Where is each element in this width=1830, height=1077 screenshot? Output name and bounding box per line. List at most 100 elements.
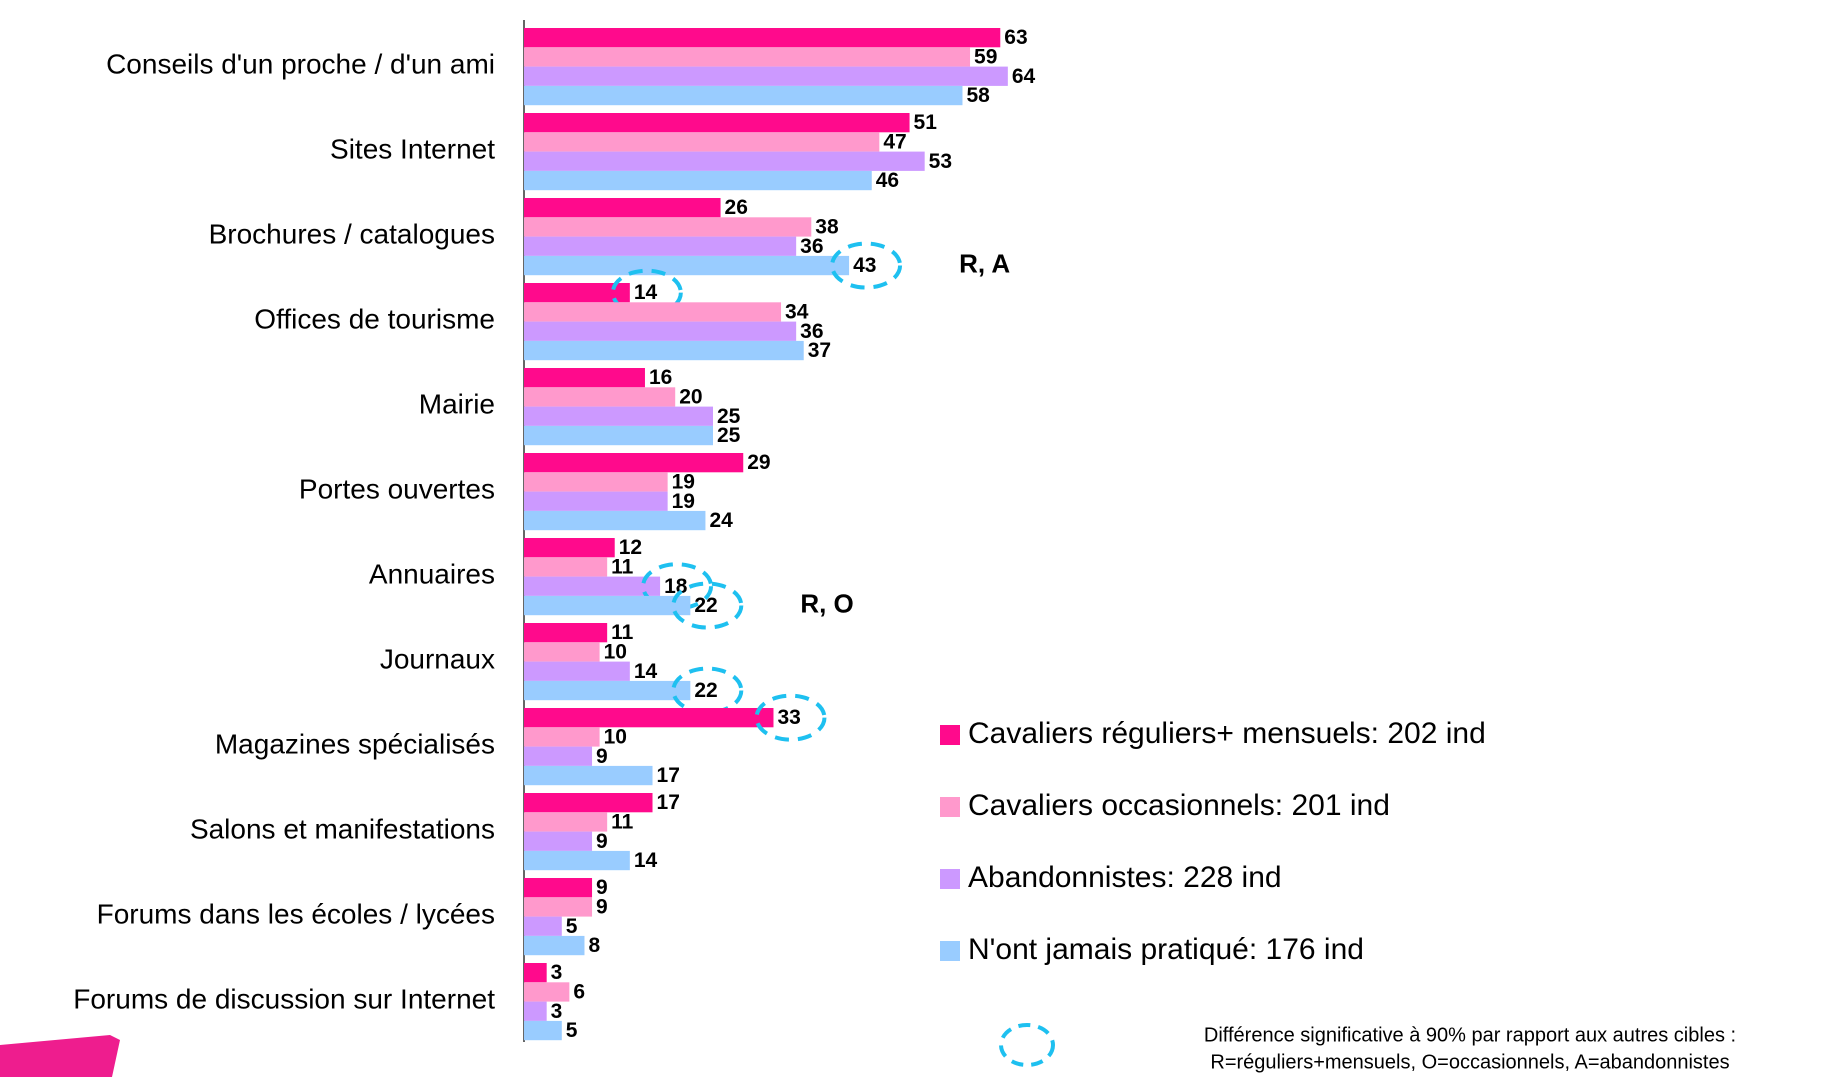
data-label: 36	[800, 320, 823, 343]
category-label: Journaux	[380, 643, 495, 674]
data-label: 10	[604, 640, 627, 663]
data-label: 22	[694, 679, 717, 702]
bar	[524, 236, 797, 256]
logo	[0, 1035, 120, 1077]
bar	[524, 425, 713, 446]
bar	[524, 642, 600, 662]
bar	[524, 28, 1001, 48]
data-label: 16	[649, 366, 672, 389]
category-label: Portes ouvertes	[299, 473, 495, 504]
bar	[524, 340, 804, 361]
category-label: Mairie	[419, 388, 495, 419]
bar	[524, 472, 668, 492]
data-label: 11	[611, 555, 634, 578]
data-label: 5	[566, 1019, 578, 1042]
data-label: 12	[619, 536, 642, 559]
category-label: Offices de tourisme	[254, 303, 495, 334]
bar	[524, 113, 910, 133]
bar	[524, 680, 691, 701]
data-label: 5	[566, 915, 578, 938]
bar	[524, 963, 547, 983]
legend-swatch	[940, 797, 960, 817]
bar	[524, 1001, 547, 1021]
data-label: 14	[634, 281, 658, 304]
bar	[524, 831, 593, 851]
data-label: 33	[777, 706, 800, 729]
data-label: 8	[588, 934, 600, 957]
bar	[524, 85, 963, 106]
data-label: 58	[966, 84, 990, 107]
data-label: 9	[596, 876, 608, 899]
data-label: 6	[573, 980, 585, 1003]
bar	[524, 746, 593, 766]
data-label: 26	[725, 196, 748, 219]
bar	[524, 557, 608, 577]
legend-label: N'ont jamais pratiqué: 176 ind	[968, 933, 1364, 966]
bar	[524, 255, 850, 276]
data-label: 17	[657, 764, 680, 787]
bar	[524, 982, 570, 1002]
legend-swatch	[940, 725, 960, 745]
bar	[524, 935, 585, 956]
data-label: 53	[929, 150, 952, 173]
category-label: Conseils d'un proche / d'un ami	[106, 48, 495, 79]
data-label: 22	[694, 594, 717, 617]
bar	[524, 491, 668, 511]
data-label: 14	[634, 660, 658, 683]
data-label: 9	[596, 895, 608, 918]
bar	[524, 151, 925, 171]
bar	[524, 406, 713, 426]
bar	[524, 302, 782, 322]
bar	[524, 66, 1008, 86]
significance-ellipse	[641, 562, 714, 611]
data-label: 9	[596, 745, 608, 768]
data-label: 17	[657, 791, 680, 814]
bar	[524, 878, 593, 898]
data-label: 11	[611, 810, 634, 833]
data-label: 10	[604, 725, 627, 748]
legend-ellipse	[999, 1023, 1055, 1067]
bar	[524, 765, 653, 786]
data-label: 14	[634, 849, 658, 872]
bar	[524, 1020, 562, 1041]
legend-label: Cavaliers occasionnels: 201 ind	[968, 789, 1390, 822]
bar	[524, 727, 600, 747]
bar	[524, 198, 721, 218]
data-label: 3	[551, 961, 563, 984]
bar	[524, 132, 880, 152]
data-label: 11	[611, 621, 634, 644]
bar	[524, 897, 593, 917]
legend-label: Abandonnistes: 228 ind	[968, 861, 1282, 894]
bar	[524, 170, 872, 191]
data-label: 47	[883, 130, 906, 153]
bar	[524, 708, 774, 728]
annotation: R, A	[959, 248, 1010, 278]
data-label: 38	[815, 215, 839, 238]
data-label: 9	[596, 830, 608, 853]
bar	[524, 47, 971, 67]
data-label: 46	[876, 169, 899, 192]
data-label: 25	[717, 424, 741, 447]
data-label: 25	[717, 405, 741, 428]
significance-ellipse	[830, 241, 903, 290]
data-label: 59	[974, 45, 997, 68]
bar	[524, 661, 630, 681]
bar	[524, 576, 661, 596]
bar	[524, 387, 676, 407]
bar	[524, 623, 608, 643]
data-label: 63	[1004, 26, 1027, 49]
data-label: 20	[679, 385, 702, 408]
legend-swatch	[940, 941, 960, 961]
footnote: Différence significative à 90% par rappo…	[1204, 1024, 1736, 1046]
significance-ellipse	[671, 666, 744, 715]
data-label: 19	[672, 470, 695, 493]
footnote: R=réguliers+mensuels, O=occasionnels, A=…	[1210, 1051, 1729, 1073]
data-label: 29	[747, 451, 770, 474]
legend-label: Cavaliers réguliers+ mensuels: 202 ind	[968, 717, 1486, 750]
bar	[524, 283, 630, 303]
bar	[524, 453, 744, 473]
legend-swatch	[940, 869, 960, 889]
category-label: Annuaires	[369, 558, 495, 589]
significance-ellipse	[671, 581, 744, 630]
data-label: 51	[914, 111, 938, 134]
